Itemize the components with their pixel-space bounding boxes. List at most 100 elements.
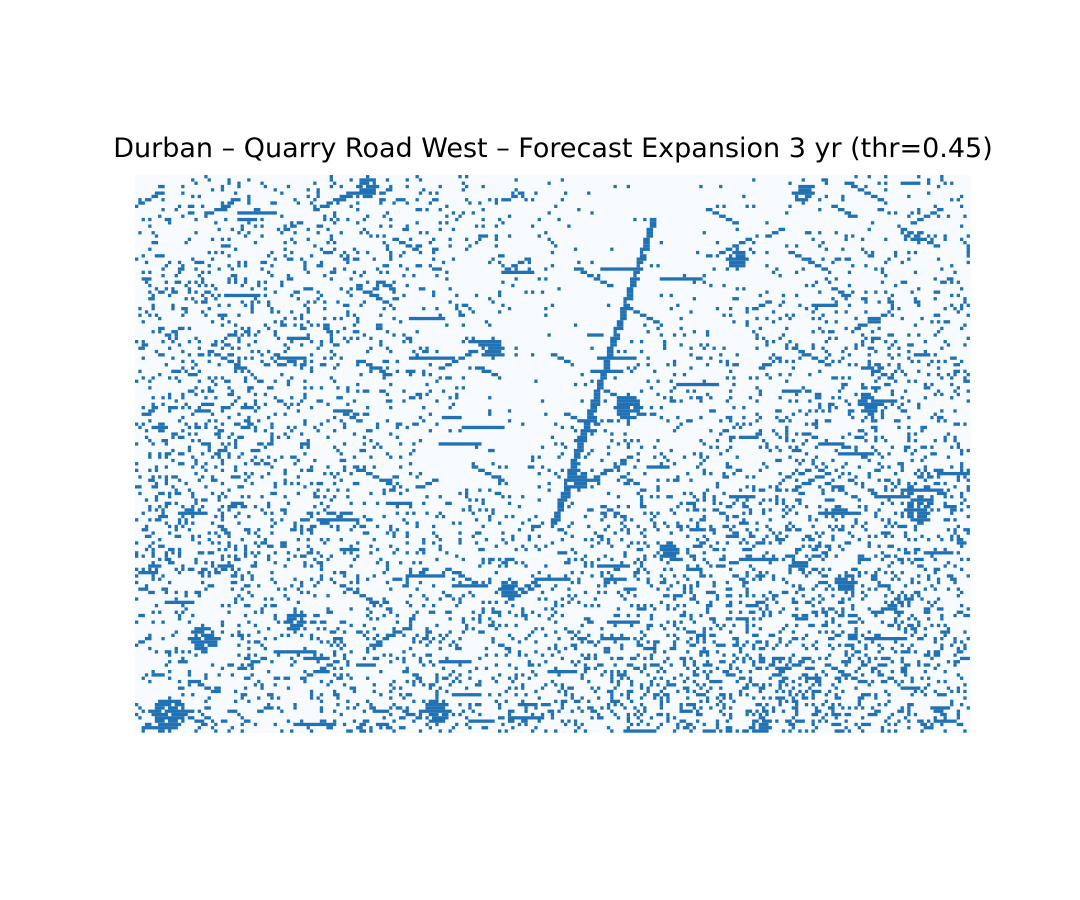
expansion-cell [313, 670, 330, 674]
expansion-cell [554, 422, 558, 426]
expansion-cell [362, 442, 366, 446]
expansion-cell [950, 465, 954, 469]
expansion-cell [257, 551, 261, 555]
expansion-cell [811, 610, 819, 614]
expansion-cell [808, 373, 812, 377]
expansion-cell [154, 567, 159, 571]
expansion-cell [286, 257, 294, 261]
expansion-cell [181, 514, 185, 519]
expansion-cell [465, 716, 469, 720]
expansion-cell [884, 439, 888, 443]
expansion-cell [468, 366, 472, 370]
expansion-cell [517, 191, 525, 195]
expansion-cell [870, 250, 875, 255]
expansion-cell [498, 557, 502, 562]
expansion-cell [247, 369, 251, 373]
expansion-cell [356, 541, 360, 545]
expansion-cell [933, 689, 937, 694]
expansion-cell [471, 594, 475, 598]
expansion-cell [187, 567, 195, 571]
expansion-cell [197, 439, 201, 443]
expansion-cell [164, 501, 172, 505]
expansion-cell [795, 445, 799, 449]
expansion-cell [395, 481, 399, 486]
expansion-cell [900, 491, 904, 496]
expansion-cell [636, 640, 640, 644]
expansion-cell [174, 650, 178, 654]
expansion-cell [775, 643, 779, 647]
expansion-cell [834, 505, 842, 509]
expansion-cell [590, 686, 594, 690]
expansion-cell [498, 217, 502, 222]
expansion-cell [158, 514, 168, 519]
expansion-cell [531, 712, 535, 717]
expansion-cell [864, 508, 868, 512]
expansion-cell [329, 643, 333, 647]
expansion-cell [672, 363, 677, 367]
expansion-cell [752, 683, 759, 687]
expansion-cell [276, 587, 281, 591]
expansion-cell [705, 392, 710, 397]
expansion-cell [729, 369, 733, 373]
expansion-cell [534, 191, 538, 195]
expansion-cell [745, 574, 749, 578]
expansion-cell [168, 260, 172, 265]
expansion-cell [405, 521, 409, 525]
expansion-cell [415, 610, 419, 614]
expansion-cell [590, 211, 594, 215]
expansion-cell [870, 373, 875, 377]
expansion-cell [963, 689, 967, 694]
expansion-cell [844, 181, 855, 185]
expansion-cell [745, 590, 749, 595]
expansion-cell [494, 653, 498, 657]
expansion-cell [758, 686, 766, 690]
expansion-cell [181, 719, 185, 723]
expansion-cell [144, 673, 149, 677]
expansion-cell [834, 580, 858, 585]
expansion-cell [927, 617, 931, 621]
expansion-cell [643, 217, 647, 222]
expansion-cell [880, 415, 885, 420]
expansion-cell [283, 241, 287, 245]
expansion-cell [775, 600, 779, 604]
expansion-cell [785, 623, 789, 628]
expansion-cell [936, 508, 941, 512]
expansion-cell [735, 656, 739, 661]
expansion-cell [950, 495, 954, 499]
expansion-cell [339, 547, 360, 552]
expansion-cell [554, 666, 558, 670]
expansion-cell [164, 280, 168, 284]
expansion-cell [550, 607, 555, 611]
expansion-cell [821, 488, 825, 492]
expansion-cell [943, 307, 947, 311]
expansion-cell [752, 577, 756, 581]
expansion-cell [260, 495, 264, 499]
expansion-cell [639, 340, 644, 344]
expansion-cell [692, 706, 696, 710]
expansion-cell [666, 699, 670, 703]
expansion-cell [253, 376, 258, 380]
expansion-cell [247, 221, 251, 225]
expansion-cell [900, 231, 904, 235]
expansion-cell [791, 630, 795, 634]
expansion-cell [293, 316, 297, 321]
expansion-cell [309, 323, 314, 327]
expansion-cell [696, 250, 700, 255]
expansion-cell [217, 495, 221, 499]
expansion-cell [613, 406, 630, 410]
expansion-cell [524, 290, 528, 294]
expansion-cell [616, 412, 630, 416]
expansion-cell [405, 184, 409, 189]
expansion-cell [626, 422, 630, 426]
expansion-cell [791, 699, 799, 703]
expansion-cell [141, 320, 145, 324]
expansion-cell [927, 241, 934, 245]
expansion-cell [135, 379, 139, 383]
expansion-cell [676, 521, 680, 525]
expansion-cell [237, 336, 241, 340]
expansion-cell [379, 389, 386, 393]
expansion-cell [214, 419, 218, 423]
expansion-cell [917, 369, 921, 373]
expansion-cell [738, 594, 743, 598]
expansion-cell [306, 320, 310, 324]
